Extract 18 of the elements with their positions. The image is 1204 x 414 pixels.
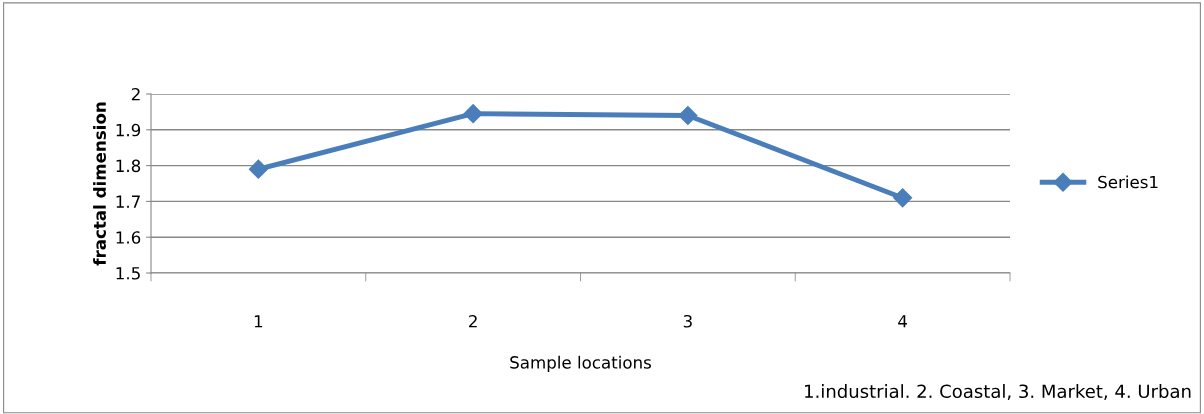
y-tick-label: 1.9 <box>116 123 141 137</box>
x-axis-title: Sample locations <box>510 355 651 372</box>
y-tick-label: 1.5 <box>116 267 140 280</box>
legend-label: Series1 <box>1098 175 1158 189</box>
y-tick-label: 1.7 <box>116 195 140 208</box>
point <box>463 104 483 124</box>
y-tick-label: 1.6 <box>116 231 141 244</box>
y-tick-label: 2 <box>131 87 140 101</box>
text: 1.industrial. 2. Coastal, 3. Market, 4. Urban <box>805 384 1191 400</box>
x-tick-label: 1 <box>254 315 263 328</box>
point <box>678 105 698 126</box>
point <box>248 159 268 179</box>
point <box>893 188 913 208</box>
y-axis-title: fractal dimension <box>93 102 106 266</box>
x-tick-label: 3 <box>683 314 692 328</box>
x-tick-label: 2 <box>469 314 477 328</box>
y-tick-label: 1.8 <box>116 159 141 173</box>
x-tick-label: 4 <box>898 315 907 328</box>
